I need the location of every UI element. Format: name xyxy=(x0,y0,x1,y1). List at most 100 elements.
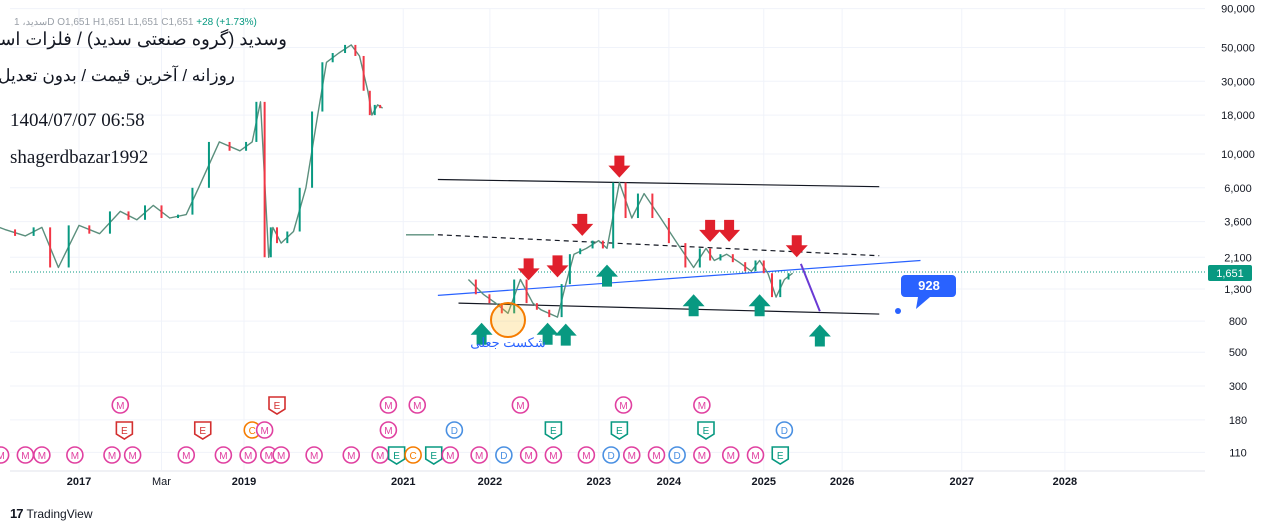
price-tick-label: 90,000 xyxy=(1221,4,1255,16)
target-callout: 928 xyxy=(895,275,956,314)
event-badge-letter: M xyxy=(108,451,116,462)
price-tick-label: 10,000 xyxy=(1221,149,1255,161)
event-badge xyxy=(0,446,10,464)
event-badge-letter: D xyxy=(781,426,788,437)
event-badge xyxy=(33,446,51,464)
event-badge-letter: M xyxy=(347,451,355,462)
event-marker-e: E xyxy=(771,446,790,465)
buy-arrow-icon xyxy=(682,294,705,317)
event-badge-letter: M xyxy=(0,451,5,462)
event-badge xyxy=(255,421,274,439)
event-badge xyxy=(721,446,740,464)
target-callout-box xyxy=(901,275,956,309)
brand-label: TradingView xyxy=(26,506,93,521)
time-tick-label: Mar xyxy=(152,476,171,488)
buy-arrow-icon xyxy=(748,294,771,317)
event-badge-letter: E xyxy=(616,426,623,437)
event-badge-letter: E xyxy=(777,451,784,462)
event-badge-letter: M xyxy=(698,451,706,462)
trendline-projection xyxy=(799,263,821,312)
event-badge xyxy=(622,446,641,464)
event-badge-letter: M xyxy=(619,401,627,412)
price-line-segment xyxy=(467,181,794,318)
event-badge xyxy=(775,421,794,439)
event-marker-m: M xyxy=(693,396,711,414)
event-badge-letter: M xyxy=(475,451,483,462)
event-marker-m: M xyxy=(342,446,361,464)
event-marker-m: M xyxy=(746,446,765,464)
event-badge-letter: M xyxy=(446,451,454,462)
event-badge xyxy=(239,446,257,464)
price-axis[interactable]: 90,000 50,000 30,000 18,000 10,000 6,000 3,600… xyxy=(1221,4,1255,460)
event-badge-letter: M xyxy=(549,451,557,462)
event-marker-m: M xyxy=(255,421,274,439)
event-marker-e: E xyxy=(115,421,134,440)
time-tick-label: 2023 xyxy=(587,476,611,488)
price-tick-label: 18,000 xyxy=(1221,110,1255,122)
fake-breakout-marker: شکست جعلی xyxy=(470,302,546,350)
event-marker-m: M xyxy=(577,446,596,464)
event-badge-letter: E xyxy=(393,451,400,462)
trendline-solid xyxy=(437,178,880,188)
event-badge-letter: M xyxy=(652,451,660,462)
ohlc-close: C1,651 xyxy=(161,17,194,28)
event-badge-letter: E xyxy=(703,426,710,437)
event-marker-e: E xyxy=(610,421,629,440)
event-badge-letter: M xyxy=(265,451,273,462)
event-badge-letter: E xyxy=(199,426,206,437)
buy-arrow-icon xyxy=(596,264,618,287)
event-marker-m: M xyxy=(33,446,51,464)
event-marker-m: M xyxy=(305,446,323,464)
event-marker-e: E xyxy=(697,421,715,440)
event-badge xyxy=(379,421,398,439)
event-badge xyxy=(441,446,460,464)
event-badge-letter: C xyxy=(410,451,417,462)
event-marker-e: E xyxy=(387,446,406,465)
event-badge-letter: M xyxy=(21,451,29,462)
event-badge-letter: E xyxy=(430,451,437,462)
event-marker-m: M xyxy=(214,446,233,464)
event-badge-letter: M xyxy=(116,401,124,412)
price-tick-label: 180 xyxy=(1229,415,1247,427)
time-tick-label: 2024 xyxy=(657,476,682,488)
event-marker-m: M xyxy=(614,396,633,414)
event-marker-m: M xyxy=(693,446,711,464)
event-badge xyxy=(177,446,196,464)
event-badge-letter: C xyxy=(249,426,256,437)
last-price-label: 1,651 xyxy=(1216,268,1244,280)
last-price-tag: 1,651 xyxy=(1208,265,1252,281)
event-markers[interactable]: MMEMMMMMEEECMMDEEEDDMMMMMMMMMMMMMMECEMMD… xyxy=(0,396,794,465)
time-tick-label: 2027 xyxy=(950,476,974,488)
event-badge-letter: D xyxy=(451,426,458,437)
ohlc-open: O1,651 xyxy=(57,17,91,28)
event-badge-letter: M xyxy=(751,451,759,462)
event-badge xyxy=(103,446,121,464)
event-badge-letter: D xyxy=(500,451,507,462)
event-marker-m: M xyxy=(379,421,398,439)
time-axis[interactable]: 2017 Mar 2019 2021 2022 2023 2024 2025 2026 2027 2… xyxy=(10,470,1205,488)
event-badge-letter: E xyxy=(550,426,557,437)
event-marker-m: M xyxy=(16,446,35,464)
event-badge xyxy=(305,446,323,464)
price-line-segment xyxy=(0,44,383,269)
price-tick-label: 30,000 xyxy=(1221,76,1255,88)
trendline-solid xyxy=(458,302,880,315)
price-tick-label: 2,100 xyxy=(1224,252,1252,264)
buy-arrow-icon xyxy=(808,324,831,347)
buy-arrow-icon xyxy=(536,322,559,345)
signal-arrows xyxy=(470,155,831,347)
earnings-badge xyxy=(115,421,134,440)
sell-arrow-icon xyxy=(785,235,808,258)
event-marker-e: E xyxy=(424,446,443,465)
earnings-badge xyxy=(268,396,286,415)
event-badge xyxy=(342,446,361,464)
event-badge-letter: M xyxy=(698,401,706,412)
event-badge-letter: M xyxy=(376,451,384,462)
event-badge-letter: M xyxy=(384,426,392,437)
event-marker-e: E xyxy=(268,396,286,415)
event-badge-letter: M xyxy=(71,451,79,462)
symbol-title: وسدید (گروه صنعتی سدید) / فلزات اساسی xyxy=(0,29,287,49)
event-marker-m: M xyxy=(544,446,563,464)
event-marker-d: D xyxy=(445,421,464,439)
